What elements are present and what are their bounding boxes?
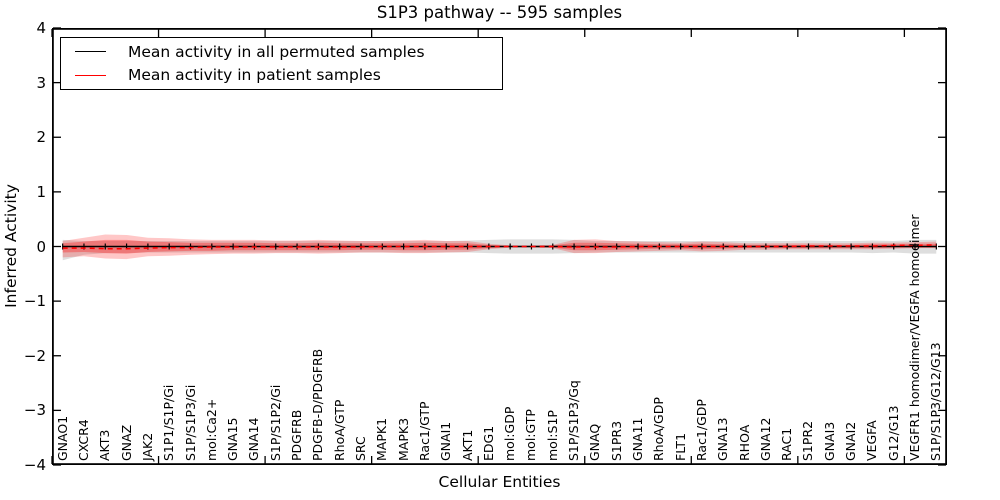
y-tick-label: 4 — [36, 19, 46, 37]
x-tick-label: CXCR4 — [75, 419, 91, 461]
x-tick-label: FLT1 — [672, 432, 688, 461]
mean-activity-in-patient-samples-line — [62, 244, 937, 250]
y-tick-label: −4 — [23, 456, 46, 474]
legend-entry-patient: Mean activity in patient samples — [61, 64, 502, 88]
x-tick-label: VEGFR1 homodimer/VEGFA homodimer — [907, 214, 923, 461]
x-tick-label: GNA14 — [246, 417, 262, 462]
x-tick-label: AKT3 — [97, 429, 113, 461]
x-tick-label: S1P/S1P3/G12/G13 — [928, 342, 944, 461]
axes-frame — [52, 27, 948, 466]
x-tick-label: PDGFB-D/PDGFRB — [310, 348, 326, 461]
x-tick-label: GNA11 — [630, 417, 645, 462]
x-tick-label: RhoA/GTP — [331, 399, 347, 461]
x-tick-label: GNAZ — [118, 424, 134, 461]
y-tick-label: 2 — [36, 128, 46, 147]
x-tick-label: S1P/S1P3/Gq — [566, 380, 582, 461]
x-tick-label: GNA12 — [757, 417, 773, 462]
x-tick-label: S1P/S1P2/Gi — [267, 384, 283, 461]
x-tick-label: SRC — [352, 436, 368, 461]
permuted-samples-range-band — [62, 239, 937, 261]
x-tick-label: mol:GTP — [523, 409, 539, 461]
x-tick-label: G12/G13 — [885, 405, 901, 461]
x-tick-label: S1P1/S1P/Gi — [161, 384, 177, 461]
x-tick-label: S1P/S1P3/Gi — [182, 384, 198, 461]
x-tick-label: GNA13 — [715, 417, 731, 462]
legend: Mean activity in all permuted samples Me… — [60, 37, 503, 90]
x-tick-label: GNAQ — [587, 423, 603, 461]
x-tick-label: GNA15 — [225, 417, 241, 462]
x-tick-label: AKT1 — [459, 429, 475, 461]
y-tick-label: 3 — [36, 73, 46, 92]
x-tick-label: GNAI1 — [438, 421, 454, 461]
x-tick-label: mol:Ca2+ — [203, 398, 219, 461]
patient-line-swatch-icon — [75, 74, 106, 76]
x-tick-label: MAPK1 — [374, 417, 390, 461]
x-tick-label: RAC1 — [779, 427, 795, 461]
permuted-line-swatch-icon — [75, 51, 106, 53]
legend-label-patient: Mean activity in patient samples — [128, 66, 381, 85]
y-tick-label: 1 — [36, 182, 46, 201]
x-tick-label: GNAI2 — [843, 421, 859, 461]
x-tick-label: EDG1 — [480, 425, 496, 461]
y-tick-label: −2 — [23, 346, 46, 365]
x-tick-label: Rac1/GTP — [416, 401, 432, 461]
x-tick-label: GNAO1 — [54, 415, 70, 461]
x-tick-label: JAK2 — [139, 432, 155, 461]
y-tick-label: −3 — [23, 401, 46, 420]
x-tick-label: Rac1/GDP — [693, 399, 709, 461]
legend-entry-permuted: Mean activity in all permuted samples — [61, 40, 502, 64]
x-tick-label: PDGFRB — [289, 409, 305, 461]
x-tick-label: mol:S1P — [544, 410, 560, 461]
x-tick-label: S1PR3 — [608, 420, 624, 461]
x-axis-label: Cellular Entities — [438, 473, 561, 491]
chart-title: S1P3 pathway -- 595 samples — [376, 3, 623, 22]
y-tick-label: −1 — [23, 292, 46, 311]
x-tick-label: VEGFA — [864, 420, 880, 461]
y-tick-label: 0 — [36, 237, 46, 256]
x-tick-label: RHOA — [736, 424, 752, 461]
x-tick-label: MAPK3 — [395, 417, 411, 461]
x-tick-label: GNAI3 — [821, 421, 837, 461]
x-tick-label: mol:GDP — [502, 406, 518, 461]
x-tick-label: S1PR2 — [800, 420, 816, 461]
x-tick-label: RhoA/GDP — [651, 397, 667, 461]
legend-label-permuted: Mean activity in all permuted samples — [128, 42, 425, 61]
